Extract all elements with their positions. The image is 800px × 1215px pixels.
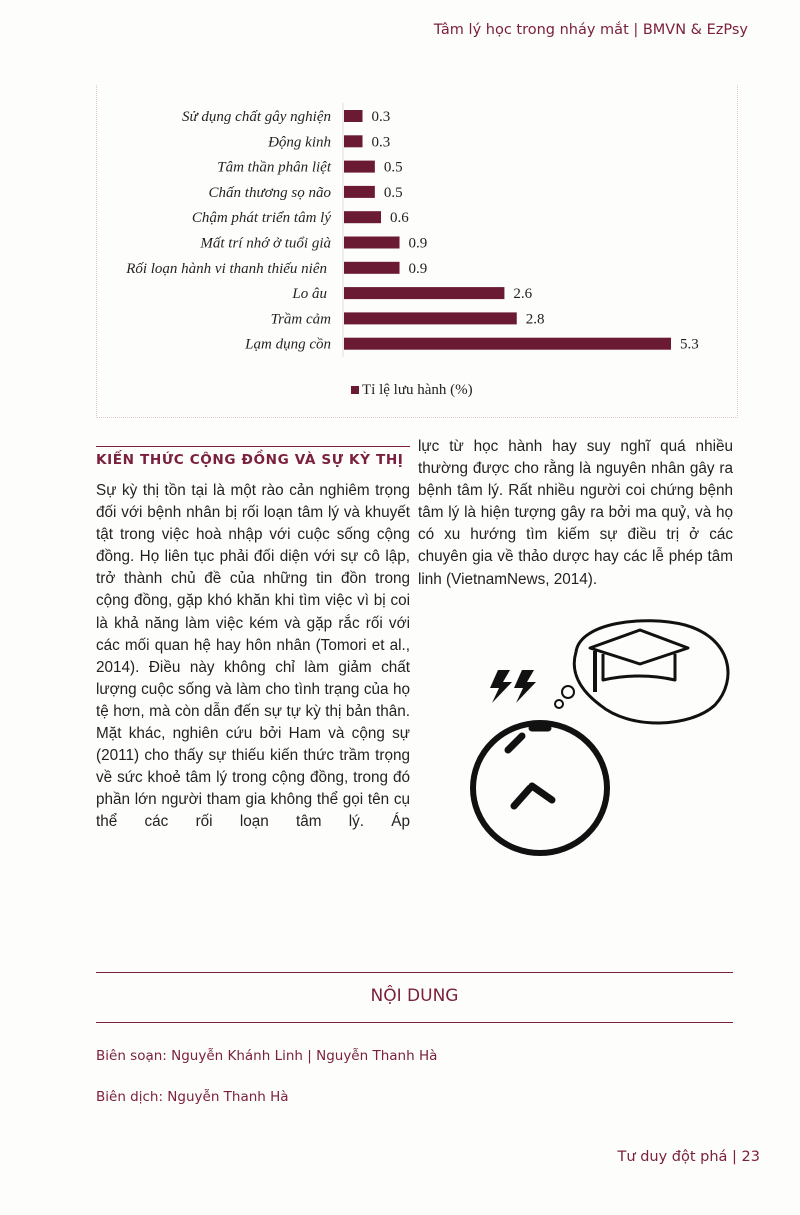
category-label: Trầm cảm xyxy=(271,311,332,327)
page-footer: Tư duy đột phá | 23 xyxy=(617,1149,760,1165)
legend-label: Tỉ lệ lưu hành (%) xyxy=(362,382,473,398)
category-label: Lạm dụng cồn xyxy=(244,337,331,353)
bar xyxy=(344,312,517,325)
category-label: Tâm thần phân liệt xyxy=(217,160,332,176)
compiled-by: Biên soạn: Nguyễn Khánh Linh | Nguyễn Th… xyxy=(96,1048,438,1064)
data-label: 0.9 xyxy=(409,261,428,277)
contents-title: NỘI DUNG xyxy=(370,986,459,1006)
section-rule xyxy=(96,446,410,447)
stressed-student-illustration xyxy=(470,619,730,856)
body-text-left: Sự kỳ thị tồn tại là một rào cản nghiêm … xyxy=(96,482,410,831)
category-label: Mất trí nhớ ở tuổi già xyxy=(199,236,331,252)
prevalence-bar-chart: Sử dụng chất gây nghiện 0.3 Động kinh 0.3 Tâ… xyxy=(125,103,699,398)
section-title: KIẾN THỨC CỘNG ĐỒNG VÀ SỰ KỲ THỊ xyxy=(96,452,404,468)
legend-swatch xyxy=(351,386,359,394)
data-label: 0.3 xyxy=(372,109,391,125)
category-label: Chậm phát triển tâm lý xyxy=(192,210,332,226)
chart-frame xyxy=(96,85,738,418)
data-label: 5.3 xyxy=(680,337,699,353)
contents-rule-top xyxy=(96,972,733,973)
bar xyxy=(344,185,375,198)
bar xyxy=(344,135,363,148)
data-label: 0.6 xyxy=(390,210,409,226)
data-label: 0.9 xyxy=(409,236,428,252)
contents-rule-bottom xyxy=(96,1022,733,1023)
data-label: 0.5 xyxy=(384,160,403,176)
body-text-right: lực từ học hành hay suy nghĩ quá nhiều t… xyxy=(418,438,733,588)
clock-face-icon xyxy=(470,720,610,856)
lightning-bolts-icon xyxy=(490,670,536,703)
category-label: Rối loạn hành vi thanh thiếu niên xyxy=(125,261,327,277)
category-label: Sử dụng chất gây nghiện xyxy=(182,109,331,125)
thought-bubble-icon xyxy=(554,619,730,725)
data-label: 0.5 xyxy=(384,185,403,201)
bar xyxy=(344,236,400,249)
category-label: Chấn thương sọ não xyxy=(209,185,332,201)
data-label: 2.8 xyxy=(526,311,545,327)
bar xyxy=(344,337,672,350)
translated-by: Biên dịch: Nguyễn Thanh Hà xyxy=(96,1089,289,1105)
bar xyxy=(344,211,382,224)
bar xyxy=(344,261,400,274)
bar xyxy=(344,160,375,173)
bar xyxy=(344,287,505,300)
bar xyxy=(344,110,363,122)
running-header: Tâm lý học trong nháy mắt | BMVN & EzPsy xyxy=(433,22,748,38)
graduation-cap-icon xyxy=(588,628,690,692)
category-label: Động kinh xyxy=(267,134,331,150)
data-label: 2.6 xyxy=(513,286,532,302)
data-label: 0.3 xyxy=(372,134,391,150)
category-label: Lo âu xyxy=(291,286,327,302)
